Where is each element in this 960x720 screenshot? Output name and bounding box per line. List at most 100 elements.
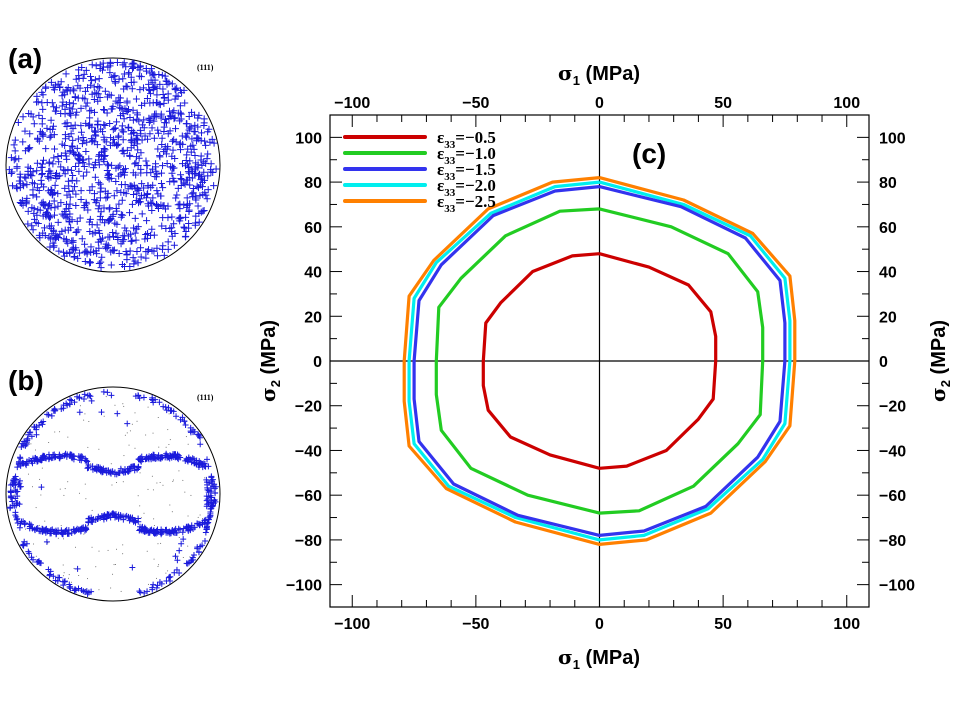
pole-point xyxy=(115,172,123,180)
pole-point xyxy=(149,586,156,593)
pole-point xyxy=(87,106,95,114)
pole-point xyxy=(70,87,78,95)
pole-point xyxy=(110,73,118,81)
pole-point xyxy=(19,459,26,466)
pole-point xyxy=(117,104,125,112)
pole-point xyxy=(114,236,122,244)
pole-point xyxy=(177,416,184,423)
pole-point xyxy=(106,204,114,212)
pole-point xyxy=(197,152,205,160)
pole-dot xyxy=(30,443,32,445)
pole-point xyxy=(192,194,200,202)
pole-point xyxy=(119,75,127,83)
pole-dot xyxy=(67,436,69,438)
pole-point xyxy=(88,397,95,404)
pole-point xyxy=(33,193,41,201)
pole-point xyxy=(136,195,144,203)
pole-point xyxy=(165,574,172,581)
pole-point xyxy=(191,524,198,531)
pole-dot xyxy=(70,581,72,583)
pole-point xyxy=(140,116,148,124)
pole-point xyxy=(15,461,22,468)
pole-dot xyxy=(122,553,124,555)
pole-point xyxy=(143,455,150,462)
pole-point xyxy=(65,187,73,195)
pole-dot xyxy=(145,434,147,436)
pole-point xyxy=(47,224,55,232)
pole-point xyxy=(96,235,104,243)
pole-point xyxy=(50,154,58,162)
pole-point xyxy=(162,115,170,123)
pole-point xyxy=(25,548,32,555)
pole-point xyxy=(103,93,111,101)
pole-point xyxy=(163,159,171,167)
pole-point xyxy=(77,187,85,195)
pole-point xyxy=(136,86,144,94)
pole-point xyxy=(56,83,64,91)
pole-point xyxy=(85,589,92,596)
pole-point xyxy=(181,99,189,107)
pole-point xyxy=(109,102,117,110)
pole-point xyxy=(129,59,137,67)
pole-point xyxy=(137,192,145,200)
pole-point xyxy=(13,185,21,193)
pole-point xyxy=(79,133,87,141)
pole-point xyxy=(212,498,219,505)
pole-point xyxy=(77,527,84,534)
x-tick-label-bottom: −100 xyxy=(334,616,370,633)
pole-point xyxy=(94,83,102,91)
pole-point xyxy=(147,231,155,239)
pole-point xyxy=(201,519,208,526)
pole-point xyxy=(126,152,134,160)
pole-point xyxy=(121,224,129,232)
pole-point xyxy=(149,194,157,202)
pole-point xyxy=(43,124,51,132)
pole-point xyxy=(120,115,128,123)
pole-point xyxy=(46,572,53,579)
pole-point xyxy=(168,232,176,240)
pole-dot xyxy=(152,432,154,434)
pole-point xyxy=(71,183,79,191)
pole-point xyxy=(104,243,112,251)
pole-point xyxy=(191,111,199,119)
pole-point xyxy=(60,252,68,260)
pole-point xyxy=(201,137,209,145)
pole-point xyxy=(175,525,182,532)
pole-point xyxy=(176,547,183,554)
pole-point xyxy=(50,407,57,414)
pole-point xyxy=(163,529,170,536)
pole-point xyxy=(165,114,173,122)
pole-point xyxy=(88,183,96,191)
pole-point xyxy=(44,205,52,213)
pole-dot xyxy=(98,550,100,552)
pole-point xyxy=(137,149,145,157)
pole-point xyxy=(164,238,172,246)
pole-point xyxy=(100,388,107,395)
pole-point xyxy=(114,140,122,148)
x-tick-label-bottom: 50 xyxy=(714,616,732,633)
pole-point xyxy=(127,73,135,81)
pole-point xyxy=(60,405,67,412)
legend-label: ε33=−1.5 xyxy=(437,160,496,183)
pole-point xyxy=(185,208,193,216)
pole-point xyxy=(172,553,179,560)
pole-point xyxy=(88,77,96,85)
pole-point xyxy=(58,227,66,235)
y-tick-label-right: −100 xyxy=(879,578,915,595)
pole-point xyxy=(147,169,155,177)
pole-point xyxy=(112,204,120,212)
pole-point xyxy=(12,473,19,480)
pole-point xyxy=(177,175,185,183)
pole-point xyxy=(133,190,141,198)
pole-point xyxy=(195,463,202,470)
pole-point xyxy=(197,441,204,448)
pole-point xyxy=(154,129,162,137)
pole-point xyxy=(16,524,23,531)
pole-point xyxy=(69,172,77,180)
pole-point xyxy=(67,122,75,130)
pole-point xyxy=(156,80,164,88)
y-tick-label-right: −20 xyxy=(879,399,906,416)
pole-point xyxy=(183,120,191,128)
pole-point xyxy=(91,131,99,139)
pole-dot xyxy=(27,473,29,475)
